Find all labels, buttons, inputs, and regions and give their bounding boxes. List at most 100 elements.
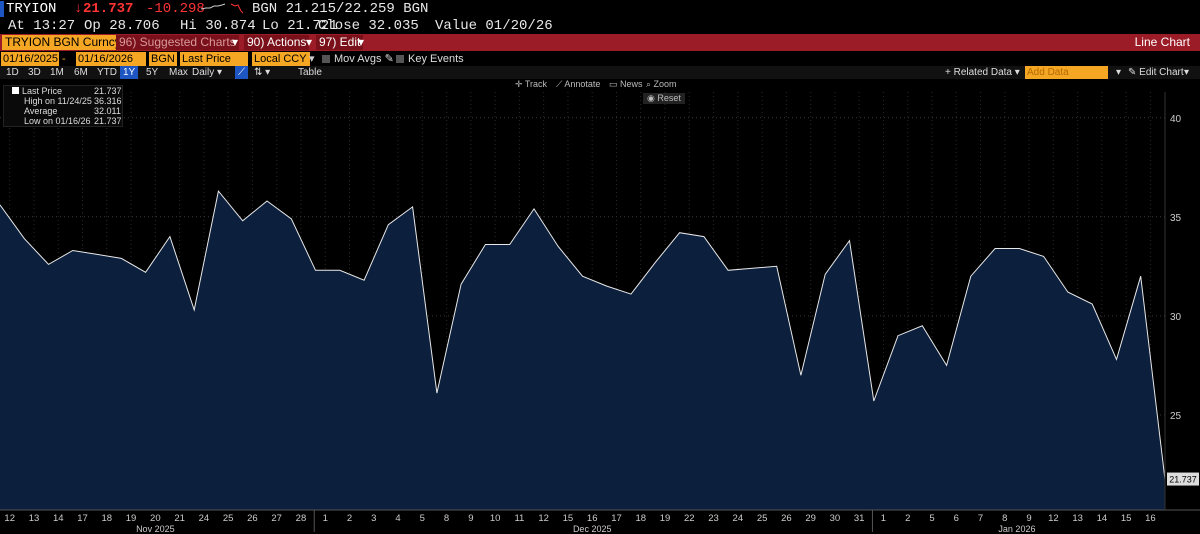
track-tool[interactable]: ✛ Track (515, 79, 548, 89)
x-tick-label: 24 (199, 513, 210, 524)
x-tick-label: 25 (757, 513, 768, 524)
x-tick-label: 23 (708, 513, 719, 524)
legend-avg-label: Average (24, 106, 58, 116)
edit-chart-button[interactable]: ✎ Edit Chart (1128, 66, 1184, 79)
news-label: News (620, 79, 643, 89)
add-data-field[interactable]: Add Data (1025, 66, 1108, 79)
period-3d[interactable]: 3D (28, 67, 41, 78)
ticker-marker (0, 1, 4, 17)
x-tick-label: 24 (733, 513, 744, 524)
x-tick-label: 16 (587, 513, 598, 524)
last-price: 21.737 (83, 1, 134, 17)
zoom-tool[interactable]: ⌕ Zoom (646, 79, 677, 89)
x-tick-label: 12 (538, 513, 549, 524)
ticker-symbol[interactable]: TRYION (6, 1, 57, 17)
x-tick-label: 18 (102, 513, 113, 524)
frequency-dropdown[interactable]: Daily ▾ (192, 67, 223, 78)
chevron-down-icon: ▾ (232, 35, 239, 49)
annotate-tool[interactable]: ⟋ Annotate (556, 79, 601, 89)
pencil-icon[interactable]: ✎ (384, 53, 394, 65)
key-events-label: Key Events (408, 53, 464, 65)
month-label: Jan 2026 (998, 524, 1035, 534)
period-max[interactable]: Max (169, 67, 188, 78)
legend-last: Last Price (12, 86, 62, 96)
chevron-down-icon: ▾ (1116, 67, 1122, 78)
quote-high: Hi 30.874 (180, 18, 256, 34)
end-date-field[interactable]: 01/16/2026 (76, 52, 146, 66)
edit-button[interactable]: 97) Edit (316, 35, 364, 50)
chart-style-icon[interactable]: ⇅ ▾ (254, 67, 271, 78)
x-tick-label: 21 (174, 513, 185, 524)
x-tick-label: 7 (978, 513, 983, 524)
y-tick-label: 35 (1170, 213, 1182, 224)
period-ytd[interactable]: YTD (97, 67, 117, 78)
line-chart-icon[interactable]: ⟋ (235, 66, 248, 79)
net-change: -10.298 (146, 1, 205, 17)
x-tick-label: 14 (53, 513, 64, 524)
x-tick-label: 29 (805, 513, 816, 524)
x-tick-label: 31 (854, 513, 865, 524)
x-tick-label: 26 (781, 513, 792, 524)
y-axis: 25 30 35 40 21.737 (1167, 114, 1199, 486)
y-tick-label: 25 (1170, 411, 1182, 422)
x-tick-label: 6 (954, 513, 959, 524)
x-tick-label: 4 (395, 513, 400, 524)
related-data-button[interactable]: + Related Data ▾ (945, 67, 1020, 78)
month-label: Dec 2025 (573, 524, 612, 534)
x-tick-label: 14 (1097, 513, 1108, 524)
quote-open: Op 28.706 (84, 18, 160, 34)
x-tick-label: 28 (296, 513, 307, 524)
x-tick-label: 2 (905, 513, 910, 524)
reset-button[interactable]: ◉ Reset (643, 93, 685, 104)
x-tick-label: 12 (1048, 513, 1059, 524)
legend-low-value: 21.737 (94, 116, 122, 126)
last-value-label: 21.737 (1169, 475, 1197, 485)
y-tick-label: 30 (1170, 312, 1182, 323)
key-events-toggle[interactable]: Key Events (396, 52, 464, 66)
bid-ask: BGN 21.215/22.259 BGN (252, 1, 429, 17)
month-label: Nov 2025 (136, 524, 175, 534)
chart-legend: Last Price 21.737 High on 11/24/25 36.31… (3, 85, 123, 127)
x-tick-label: 17 (77, 513, 88, 524)
mov-avgs-toggle[interactable]: Mov Avgs ✎ (322, 52, 394, 66)
period-1d[interactable]: 1D (6, 67, 19, 78)
news-tool[interactable]: ▭ News (609, 79, 643, 89)
legend-high-label: High on 11/24/25 (24, 96, 92, 106)
function-toolbar: TRYION BGN Curncy 96) Suggested Charts ▾… (0, 34, 1200, 51)
actions-button[interactable]: 90) Actions (244, 35, 310, 50)
price-line (0, 189, 1166, 480)
annotate-label: Annotate (564, 79, 601, 89)
chevron-down-icon: ▾ (358, 35, 365, 49)
security-field[interactable]: TRYION BGN Curncy (2, 35, 124, 50)
checkbox-icon (322, 55, 330, 63)
x-tick-label: 5 (929, 513, 934, 524)
x-tick-label: 9 (1026, 513, 1031, 524)
x-tick-label: 15 (1121, 513, 1132, 524)
period-5y[interactable]: 5Y (146, 67, 159, 78)
mov-avgs-label: Mov Avgs (334, 53, 382, 65)
edit-chart-label: Edit Chart (1139, 67, 1184, 78)
suggested-charts-button[interactable]: 96) Suggested Charts (116, 35, 239, 50)
price-area (0, 191, 1165, 510)
start-date-field[interactable]: 01/16/2025 (1, 52, 59, 66)
source-field[interactable]: BGN (149, 52, 177, 66)
quote-value: Value 01/20/26 (435, 18, 553, 34)
legend-avg-value: 32.011 (94, 106, 121, 116)
related-data-label: + Related Data (945, 67, 1012, 78)
x-tick-label: 1 (881, 513, 886, 524)
x-tick-label: 27 (271, 513, 282, 524)
checkbox-icon (396, 55, 404, 63)
x-tick-label: 2 (347, 513, 352, 524)
date-separator: - (62, 53, 66, 65)
period-1y[interactable]: 1Y (120, 66, 139, 79)
period-1m[interactable]: 1M (50, 67, 64, 78)
x-tick-label: 1 (323, 513, 328, 524)
legend-low-label: Low on 01/16/26 (24, 116, 91, 126)
field-selector[interactable]: Last Price (180, 52, 248, 66)
period-6m[interactable]: 6M (74, 67, 88, 78)
track-label: Track (524, 79, 548, 89)
x-tick-label: 8 (444, 513, 449, 524)
currency-selector[interactable]: Local CCY (252, 52, 310, 66)
table-button[interactable]: Table (298, 67, 322, 78)
